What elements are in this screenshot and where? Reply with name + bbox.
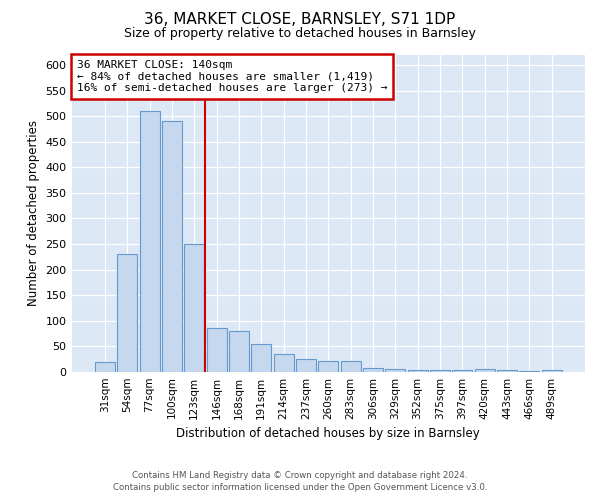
Text: 36 MARKET CLOSE: 140sqm
← 84% of detached houses are smaller (1,419)
16% of semi: 36 MARKET CLOSE: 140sqm ← 84% of detache…: [77, 60, 387, 93]
Bar: [519, 370, 539, 372]
Bar: [206, 328, 227, 372]
Bar: [363, 368, 383, 372]
Bar: [140, 111, 160, 372]
Bar: [95, 362, 115, 372]
Bar: [318, 362, 338, 372]
Bar: [385, 368, 406, 372]
Text: Size of property relative to detached houses in Barnsley: Size of property relative to detached ho…: [124, 28, 476, 40]
Bar: [407, 370, 428, 372]
Text: Contains HM Land Registry data © Crown copyright and database right 2024.
Contai: Contains HM Land Registry data © Crown c…: [113, 471, 487, 492]
Bar: [251, 344, 271, 371]
Bar: [296, 359, 316, 372]
Bar: [452, 370, 472, 372]
Bar: [184, 244, 205, 372]
Bar: [475, 368, 494, 372]
X-axis label: Distribution of detached houses by size in Barnsley: Distribution of detached houses by size …: [176, 427, 480, 440]
Y-axis label: Number of detached properties: Number of detached properties: [27, 120, 40, 306]
Bar: [430, 370, 450, 372]
Bar: [542, 370, 562, 372]
Bar: [117, 254, 137, 372]
Bar: [229, 331, 249, 372]
Bar: [341, 362, 361, 372]
Bar: [274, 354, 293, 372]
Bar: [497, 370, 517, 372]
Text: 36, MARKET CLOSE, BARNSLEY, S71 1DP: 36, MARKET CLOSE, BARNSLEY, S71 1DP: [145, 12, 455, 28]
Bar: [162, 122, 182, 372]
